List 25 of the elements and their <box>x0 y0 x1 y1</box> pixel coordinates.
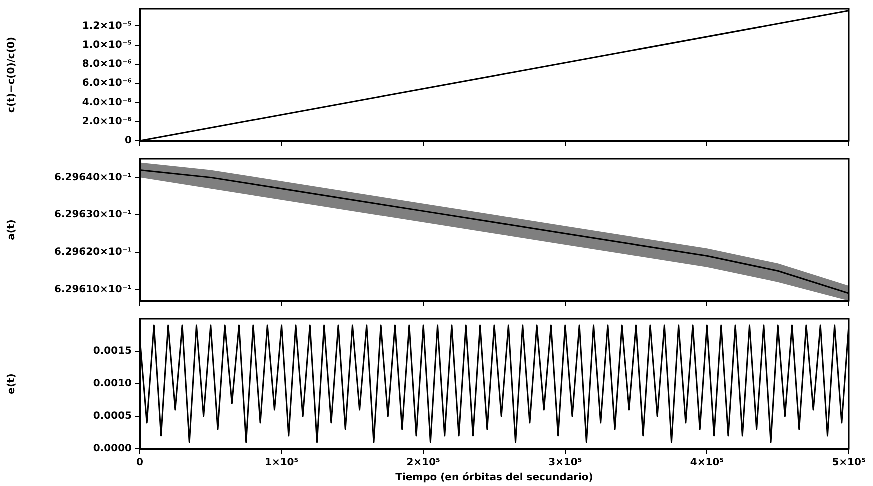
y-tick-label: 0.0015 <box>93 346 132 358</box>
y-axis-title: a(t) <box>6 220 18 240</box>
y-tick-label: 4.0×10⁻⁶ <box>82 97 132 108</box>
x-tick-label: 2×10⁵ <box>406 458 440 469</box>
y-tick-label: 0.0000 <box>93 444 132 455</box>
y-tick-label: 6.0×10⁻⁶ <box>82 78 132 90</box>
x-tick-label: 3×10⁵ <box>548 458 582 469</box>
y-tick-label: 1.2×10⁻⁵ <box>82 20 132 32</box>
y-tick-label: 6.29610×10⁻¹ <box>54 284 132 296</box>
y-axis-title: c(t)−c(0)/c(0) <box>6 37 18 113</box>
y-tick-label: 6.29640×10⁻¹ <box>54 172 132 184</box>
y-tick-label: 6.29630×10⁻¹ <box>54 210 132 221</box>
y-tick-label: 2.0×10⁻⁶ <box>82 116 132 128</box>
y-tick-label: 6.29620×10⁻¹ <box>54 247 132 258</box>
x-tick-label: 5×10⁵ <box>832 458 866 469</box>
x-axis-title: Tiempo (en órbitas del secundario) <box>396 472 594 484</box>
y-tick-label: 0.0010 <box>93 378 132 390</box>
y-axis-title: e(t) <box>6 374 18 394</box>
x-tick-label: 4×10⁵ <box>690 458 724 469</box>
y-tick-label: 1.0×10⁻⁵ <box>82 40 132 51</box>
y-tick-label: 8.0×10⁻⁶ <box>82 59 132 70</box>
x-tick-label: 0 <box>136 458 144 469</box>
y-tick-label: 0 <box>125 136 132 147</box>
x-tick-label: 1×10⁵ <box>264 458 299 469</box>
y-tick-label: 0.0005 <box>93 411 132 422</box>
